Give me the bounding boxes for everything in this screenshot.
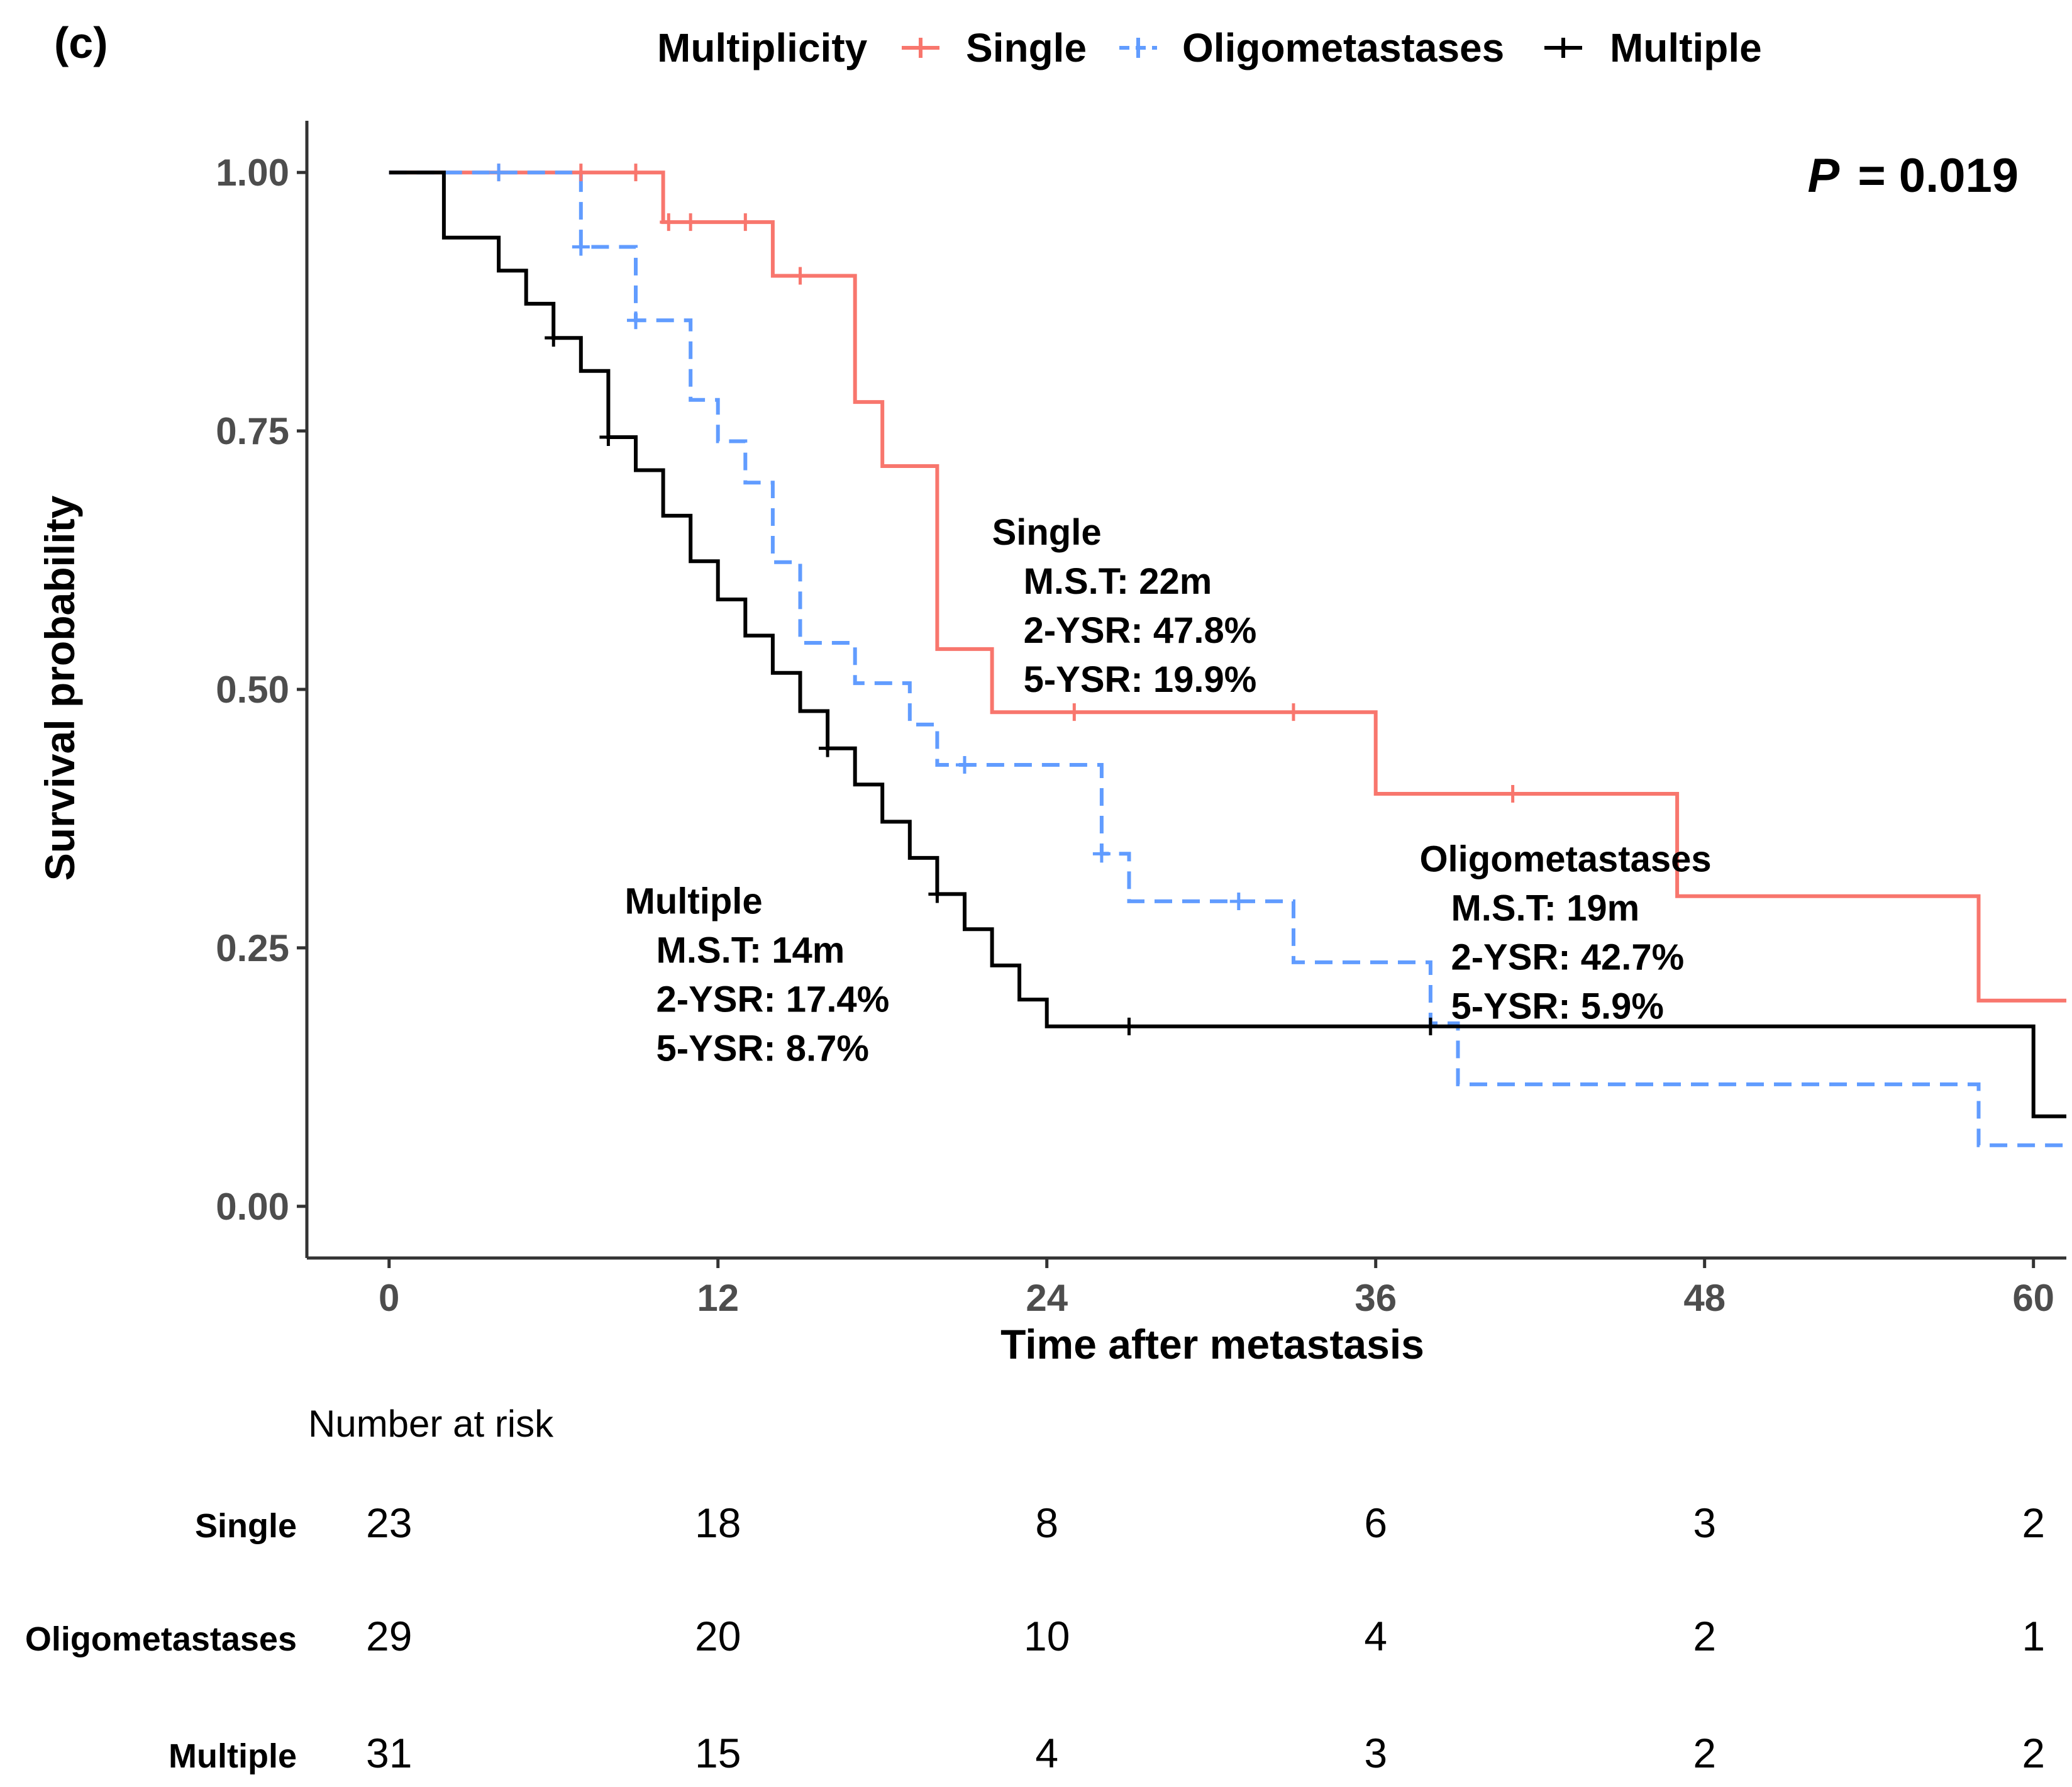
x-tick-label: 48 — [1683, 1277, 1726, 1319]
legend-entry-multiple: Multiple — [1610, 25, 1762, 70]
y-tick-label: 0.75 — [216, 410, 289, 452]
censor-mark-multiple — [928, 885, 946, 903]
censor-mark-multiple — [819, 739, 837, 757]
censor-mark-single — [791, 267, 809, 285]
annotation-multiple-line: 2-YSR: 17.4% — [657, 979, 890, 1020]
annotation-single-line: 5-YSR: 19.9% — [1024, 659, 1257, 700]
risk-table-title: Number at risk — [308, 1403, 554, 1445]
annotation-single-line: M.S.T: 22m — [1024, 561, 1212, 602]
risk-count: 23 — [366, 1500, 412, 1546]
y-tick-label: 0.25 — [216, 927, 289, 969]
annotation-oligometastases-title: Oligometastases — [1419, 838, 1711, 879]
risk-count: 2 — [2022, 1500, 2045, 1546]
risk-count: 8 — [1035, 1500, 1058, 1546]
annotation-single-title: Single — [992, 512, 1102, 553]
series-line-single — [389, 170, 2066, 1003]
annotation-multiple-line: M.S.T: 14m — [657, 930, 845, 971]
censor-mark-multiple — [599, 428, 618, 446]
y-tick-label: 1.00 — [216, 152, 289, 194]
risk-count: 18 — [695, 1500, 741, 1546]
x-tick-label: 12 — [697, 1277, 739, 1319]
annotation-multiple-title: Multiple — [625, 881, 763, 922]
risk-table: Number at risk Single 23 18 8 6 3 2Oligometast… — [25, 1403, 2045, 1776]
censor-mark-oligometastases — [1229, 892, 1248, 910]
censor-mark-single — [572, 164, 590, 182]
censor-mark-multiple — [545, 329, 563, 347]
risk-count: 2 — [1693, 1613, 1716, 1659]
x-tick-label: 60 — [2012, 1277, 2054, 1319]
risk-row-label: Single — [195, 1507, 297, 1545]
risk-count: 31 — [366, 1730, 412, 1776]
censor-mark-oligometastases — [626, 311, 645, 330]
censor-mark-oligometastases — [955, 755, 973, 774]
annotation-single-line: 2-YSR: 47.8% — [1024, 610, 1257, 651]
annotations: Single M.S.T: 22m 2-YSR: 47.8% 5-YSR: 19.9%… — [625, 512, 1712, 1069]
legend: Multiplicity Single Oligometastases Multip… — [657, 25, 1762, 70]
censor-mark-single — [736, 213, 755, 231]
risk-count: 20 — [695, 1613, 741, 1659]
y-tick-label: 0.00 — [216, 1186, 289, 1228]
censor-mark-single — [660, 213, 678, 231]
legend-entry-single: Single — [966, 25, 1087, 70]
censor-mark-oligometastases — [1092, 845, 1111, 863]
x-axis-title: Time after metastasis — [1000, 1321, 1424, 1367]
risk-count: 15 — [695, 1730, 741, 1776]
censor-mark-multiple — [1421, 1017, 1439, 1035]
annotation-oligometastases-line: 2-YSR: 42.7% — [1451, 937, 1684, 977]
x-tick-label: 0 — [379, 1277, 399, 1319]
risk-count: 10 — [1024, 1613, 1070, 1659]
censor-mark-single — [1284, 703, 1302, 721]
risk-count: 4 — [1364, 1613, 1387, 1659]
censor-mark-single — [1504, 785, 1522, 803]
censor-mark-single — [682, 213, 700, 231]
legend-title: Multiplicity — [657, 25, 868, 70]
x-tick-label: 36 — [1355, 1277, 1397, 1319]
p-value: P = 0.019 — [1807, 149, 2019, 203]
plot-area: 0.00 0.25 0.50 0.75 1.00 0 12 24 36 48 60 — [216, 121, 2066, 1319]
risk-row-label: Multiple — [169, 1737, 297, 1775]
censor-mark-oligometastases — [572, 238, 590, 256]
risk-count: 3 — [1364, 1730, 1387, 1776]
censor-mark-multiple — [1120, 1017, 1138, 1035]
y-axis-title: Survival probability — [36, 495, 83, 881]
annotation-oligometastases-line: 5-YSR: 5.9% — [1451, 986, 1663, 1027]
risk-count: 6 — [1364, 1500, 1387, 1546]
panel-label: (c) — [54, 18, 108, 67]
risk-row-label: Oligometastases — [25, 1620, 297, 1658]
annotation-multiple-line: 5-YSR: 8.7% — [657, 1028, 869, 1069]
risk-count: 3 — [1693, 1500, 1716, 1546]
censor-mark-single — [1065, 703, 1083, 721]
censor-mark-single — [626, 164, 645, 182]
series-line-oligometastases — [389, 170, 2066, 1147]
annotation-oligometastases-line: M.S.T: 19m — [1451, 888, 1639, 928]
risk-count: 2 — [1693, 1730, 1716, 1776]
y-tick-label: 0.50 — [216, 669, 289, 711]
risk-count: 1 — [2022, 1613, 2045, 1659]
risk-count: 29 — [366, 1613, 412, 1659]
legend-entry-oligometastases: Oligometastases — [1182, 25, 1504, 70]
p-value-letter: P — [1807, 149, 1839, 203]
censor-mark-oligometastases — [490, 164, 508, 182]
risk-count: 2 — [2022, 1730, 2045, 1776]
p-value-text: = 0.019 — [1858, 149, 2019, 203]
risk-count: 4 — [1035, 1730, 1058, 1776]
x-tick-label: 24 — [1026, 1277, 1068, 1319]
